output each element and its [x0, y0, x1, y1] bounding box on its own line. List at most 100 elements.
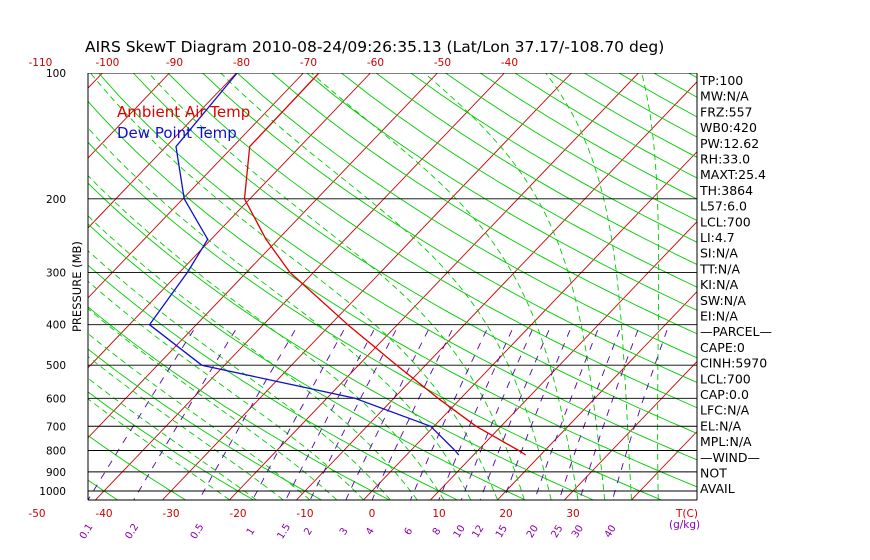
dry-adiabat-line: [98, 73, 697, 461]
moist-adiabat-line: [88, 377, 257, 500]
mixing-ratio-line: [309, 329, 397, 500]
mixing-ratio-line: [612, 330, 668, 500]
mixing-ratio-tick-label: 8: [431, 526, 444, 537]
stats-line: SI:N/A: [700, 246, 738, 261]
moist-adiabat-line: [424, 73, 606, 500]
isotherm-line: [229, 73, 639, 500]
ambient-temp-series: [243, 73, 527, 456]
mixing-ratio-line: [460, 330, 533, 500]
pressure-tick-label: 100: [46, 68, 66, 80]
bottom-temp-tick-label: 0: [369, 508, 376, 520]
stats-panel: TP:100MW:N/AFRZ:557WB0:420PW:12.62RH:33.…: [699, 73, 772, 496]
pressure-tick-label: 200: [46, 194, 66, 206]
mixing-ratio-tick-label: 2: [302, 526, 315, 537]
bottom-temp-tick-label: -30: [162, 508, 179, 520]
dry-adiabat-line: [132, 73, 697, 434]
mixing-ratio-tick-label: 20: [525, 523, 541, 540]
stats-line: —PARCEL—: [700, 324, 772, 339]
mixing-ratio-tick-label: 1: [245, 526, 258, 537]
isotherm-line: [162, 73, 572, 500]
mixing-ratio-line: [252, 329, 345, 500]
isotherm-line: [88, 73, 170, 159]
stats-line: PW:12.62: [700, 136, 759, 151]
dry-adiabat-line: [375, 73, 697, 266]
top-temp-tick-label: -70: [300, 57, 317, 69]
dry-adiabat-line: [341, 73, 697, 288]
isotherm-line: [430, 221, 697, 500]
dry-adiabat-line: [410, 73, 697, 243]
stats-line: TT:N/A: [699, 261, 740, 276]
profile-series: [148, 73, 527, 456]
dry-adiabat-line: [167, 73, 697, 409]
isotherm-line: [564, 360, 697, 500]
isotherm-line: [88, 73, 304, 299]
isotherm-line: [497, 290, 697, 500]
dry-adiabat-line: [271, 73, 697, 335]
moist-adiabat-line: [88, 332, 311, 500]
dry-adiabat-line: [88, 391, 254, 500]
stats-line: EL:N/A: [700, 418, 742, 433]
bottom-temp-tick-label: 10: [432, 508, 445, 520]
top-temp-tick-label: -110: [29, 57, 53, 69]
isotherm-line: [88, 73, 438, 439]
dry-adiabat-line: [88, 100, 697, 488]
isotherm-line: [765, 73, 870, 500]
mixing-ratio-line: [438, 330, 513, 500]
moist-adiabat-line: [88, 250, 391, 500]
mixing-ratio-tick-label: 0.2: [123, 522, 141, 541]
y-axis-label: PRESSURE (MB): [70, 241, 84, 332]
isotherm-line: [88, 73, 237, 229]
dry-adiabat-line: [88, 264, 458, 500]
mixing-ratio-line: [88, 329, 194, 500]
mixing-ratio-tick-label: 30: [570, 523, 586, 540]
isotherm-line: [88, 73, 371, 369]
mixing-ratio-tick-label: 0.5: [189, 522, 207, 541]
top-temp-tick-label: -90: [166, 57, 183, 69]
isotherm-line: [0, 73, 35, 500]
mixing-ratio-line: [534, 330, 599, 500]
mixing-ratio-tick-label: 3: [338, 526, 351, 537]
stats-line: L57:6.0: [700, 199, 747, 214]
moist-adiabat-line: [88, 175, 445, 500]
stats-line: MPL:N/A: [700, 434, 752, 449]
stats-line: MW:N/A: [700, 89, 749, 104]
isotherm-line: [88, 73, 103, 89]
stats-line: FRZ:557: [700, 104, 753, 119]
mixing-ratio-tick-label: 40: [603, 523, 619, 540]
mixing-ratio-tick-label: 15: [494, 523, 510, 540]
moist-adiabat-line: [545, 73, 632, 500]
bottom-temp-tick-label: -40: [95, 508, 112, 520]
isotherm-line: [95, 73, 505, 500]
dry-adiabat-line: [88, 141, 662, 500]
mixing-ratio-tick-label: 4: [364, 526, 377, 537]
isotherm-line: [363, 151, 697, 500]
legend-ambient: Ambient Air Temp: [117, 103, 250, 121]
dewpoint-temp-series: [148, 73, 460, 456]
moist-adiabat-line: [88, 280, 364, 500]
mixing-ratio-line: [503, 330, 571, 500]
dry-adiabat-line: [88, 479, 118, 500]
stats-line: AVAIL: [700, 481, 735, 496]
mixing-ratio-lines: [88, 329, 668, 500]
dry-adiabat-line: [236, 73, 697, 359]
mixing-ratio-line: [345, 329, 429, 500]
top-temp-tick-label: -50: [434, 57, 451, 69]
mixing-ratio-line: [479, 330, 550, 500]
mixing-ratio-tick-label: 0.1: [78, 522, 96, 541]
pressure-tick-label: 600: [46, 393, 66, 405]
stats-line: NOT: [700, 466, 727, 481]
stats-line: RH:33.0: [700, 152, 750, 167]
mixing-ratio-tick-label: 1.5: [275, 522, 293, 541]
mixing-ratio-line: [579, 330, 639, 500]
dry-adiabat-line: [479, 73, 697, 200]
moist-adiabat-line: [88, 398, 230, 500]
moist-adiabat-line: [220, 73, 552, 500]
mixing-ratio-line: [371, 330, 453, 500]
pressure-tick-label: 500: [46, 360, 66, 372]
stats-line: KI:N/A: [700, 277, 739, 292]
top-temp-tick-label: -100: [96, 57, 120, 69]
pressure-tick-label: 300: [46, 267, 66, 279]
dry-adiabat-line: [88, 434, 186, 500]
